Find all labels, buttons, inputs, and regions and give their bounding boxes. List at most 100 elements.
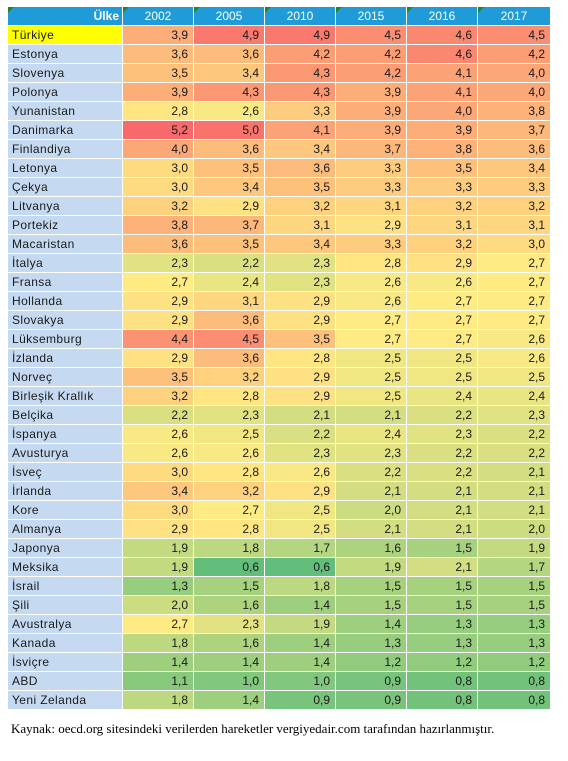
value-cell-2017: 3,4 xyxy=(477,158,551,178)
value-cell-2002: 2,0 xyxy=(122,595,194,615)
value-cell-2017: 1,9 xyxy=(477,538,551,558)
value-cell-2002: 3,4 xyxy=(122,481,194,501)
value-cell-2016: 3,9 xyxy=(406,120,478,140)
value-cell-2005: 1,6 xyxy=(193,633,265,653)
value-cell-2015: 2,3 xyxy=(335,443,407,463)
value-cell-2010: 1,4 xyxy=(264,652,336,672)
value-cell-2017: 2,1 xyxy=(477,481,551,501)
country-label: İsviçre xyxy=(7,652,123,672)
value-cell-2010: 0,9 xyxy=(264,690,336,710)
value-cell-2010: 2,5 xyxy=(264,519,336,539)
country-label: Danimarka xyxy=(7,120,123,140)
country-label: Hollanda xyxy=(7,291,123,311)
value-cell-2016: 2,6 xyxy=(406,272,478,292)
value-cell-2010: 2,3 xyxy=(264,443,336,463)
value-cell-2017: 2,1 xyxy=(477,462,551,482)
value-cell-2015: 1,3 xyxy=(335,633,407,653)
value-cell-2015: 2,8 xyxy=(335,253,407,273)
value-cell-2017: 4,2 xyxy=(477,44,551,64)
country-label: Norveç xyxy=(7,367,123,387)
value-cell-2005: 3,6 xyxy=(193,310,265,330)
value-cell-2010: 4,3 xyxy=(264,82,336,102)
table-row: ABD 1,1 1,0 1,0 0,9 0,8 0,8 xyxy=(7,671,551,691)
value-cell-2015: 3,9 xyxy=(335,82,407,102)
value-cell-2017: 2,7 xyxy=(477,253,551,273)
value-cell-2017: 3,0 xyxy=(477,234,551,254)
table-row: Yunanistan 2,8 2,6 3,3 3,9 4,0 3,8 xyxy=(7,101,551,121)
country-label: Birleşik Krallık xyxy=(7,386,123,406)
value-cell-2010: 3,6 xyxy=(264,158,336,178)
value-cell-2005: 1,5 xyxy=(193,576,265,596)
value-cell-2015: 3,3 xyxy=(335,177,407,197)
country-label: ABD xyxy=(7,671,123,691)
value-cell-2005: 1,4 xyxy=(193,690,265,710)
table-row: Danimarka 5,2 5,0 4,1 3,9 3,9 3,7 xyxy=(7,120,551,140)
country-column-header: Ülke xyxy=(7,6,123,26)
value-cell-2016: 3,3 xyxy=(406,177,478,197)
value-cell-2005: 2,8 xyxy=(193,519,265,539)
value-cell-2017: 1,7 xyxy=(477,557,551,577)
value-cell-2015: 2,7 xyxy=(335,329,407,349)
country-label: Finlandiya xyxy=(7,139,123,159)
value-cell-2005: 2,6 xyxy=(193,443,265,463)
value-cell-2017: 1,5 xyxy=(477,576,551,596)
year-header-2015: 2015 xyxy=(335,6,407,26)
value-cell-2017: 2,7 xyxy=(477,310,551,330)
value-cell-2005: 1,4 xyxy=(193,652,265,672)
value-cell-2016: 4,6 xyxy=(406,44,478,64)
country-label: Almanya xyxy=(7,519,123,539)
value-cell-2005: 1,8 xyxy=(193,538,265,558)
table-row: Kanada 1,8 1,6 1,4 1,3 1,3 1,3 xyxy=(7,633,551,653)
value-cell-2002: 3,6 xyxy=(122,234,194,254)
value-cell-2017: 0,8 xyxy=(477,671,551,691)
table-row: İsveç 3,0 2,8 2,6 2,2 2,2 2,1 xyxy=(7,462,551,482)
value-cell-2016: 1,5 xyxy=(406,595,478,615)
value-cell-2010: 2,9 xyxy=(264,386,336,406)
value-cell-2017: 3,1 xyxy=(477,215,551,235)
value-cell-2005: 4,3 xyxy=(193,82,265,102)
value-cell-2016: 1,5 xyxy=(406,538,478,558)
country-label: Meksika xyxy=(7,557,123,577)
value-cell-2002: 2,9 xyxy=(122,519,194,539)
table-row: Fransa 2,7 2,4 2,3 2,6 2,6 2,7 xyxy=(7,272,551,292)
value-cell-2002: 2,3 xyxy=(122,253,194,273)
value-cell-2005: 2,3 xyxy=(193,614,265,634)
value-cell-2010: 3,5 xyxy=(264,329,336,349)
value-cell-2015: 3,3 xyxy=(335,234,407,254)
country-label: Türkiye xyxy=(7,25,123,45)
value-cell-2005: 3,6 xyxy=(193,139,265,159)
value-cell-2005: 2,8 xyxy=(193,386,265,406)
value-cell-2002: 3,0 xyxy=(122,500,194,520)
table-row: Estonya 3,6 3,6 4,2 4,2 4,6 4,2 xyxy=(7,44,551,64)
value-cell-2010: 1,0 xyxy=(264,671,336,691)
value-cell-2005: 3,2 xyxy=(193,481,265,501)
value-cell-2015: 2,5 xyxy=(335,386,407,406)
value-cell-2015: 4,5 xyxy=(335,25,407,45)
value-cell-2002: 2,8 xyxy=(122,101,194,121)
value-cell-2005: 2,5 xyxy=(193,424,265,444)
value-cell-2002: 4,0 xyxy=(122,139,194,159)
value-cell-2017: 4,5 xyxy=(477,25,551,45)
value-cell-2017: 2,0 xyxy=(477,519,551,539)
table-row: İspanya 2,6 2,5 2,2 2,4 2,3 2,2 xyxy=(7,424,551,444)
value-cell-2017: 3,7 xyxy=(477,120,551,140)
value-cell-2010: 2,5 xyxy=(264,500,336,520)
value-cell-2005: 3,1 xyxy=(193,291,265,311)
value-cell-2010: 4,9 xyxy=(264,25,336,45)
table-body: Türkiye 3,9 4,9 4,9 4,5 4,6 4,5 Estonya 3,6 3,6 4,… xyxy=(7,25,551,710)
value-cell-2002: 3,0 xyxy=(122,158,194,178)
value-cell-2010: 2,8 xyxy=(264,348,336,368)
country-label: Letonya xyxy=(7,158,123,178)
value-cell-2017: 4,0 xyxy=(477,63,551,83)
value-cell-2002: 1,8 xyxy=(122,690,194,710)
value-cell-2015: 1,4 xyxy=(335,614,407,634)
value-cell-2010: 2,9 xyxy=(264,367,336,387)
country-label: İsrail xyxy=(7,576,123,596)
value-cell-2016: 3,5 xyxy=(406,158,478,178)
value-cell-2016: 2,2 xyxy=(406,443,478,463)
value-cell-2016: 2,1 xyxy=(406,500,478,520)
value-cell-2010: 2,3 xyxy=(264,253,336,273)
value-cell-2016: 3,2 xyxy=(406,196,478,216)
value-cell-2017: 3,3 xyxy=(477,177,551,197)
value-cell-2002: 2,2 xyxy=(122,405,194,425)
